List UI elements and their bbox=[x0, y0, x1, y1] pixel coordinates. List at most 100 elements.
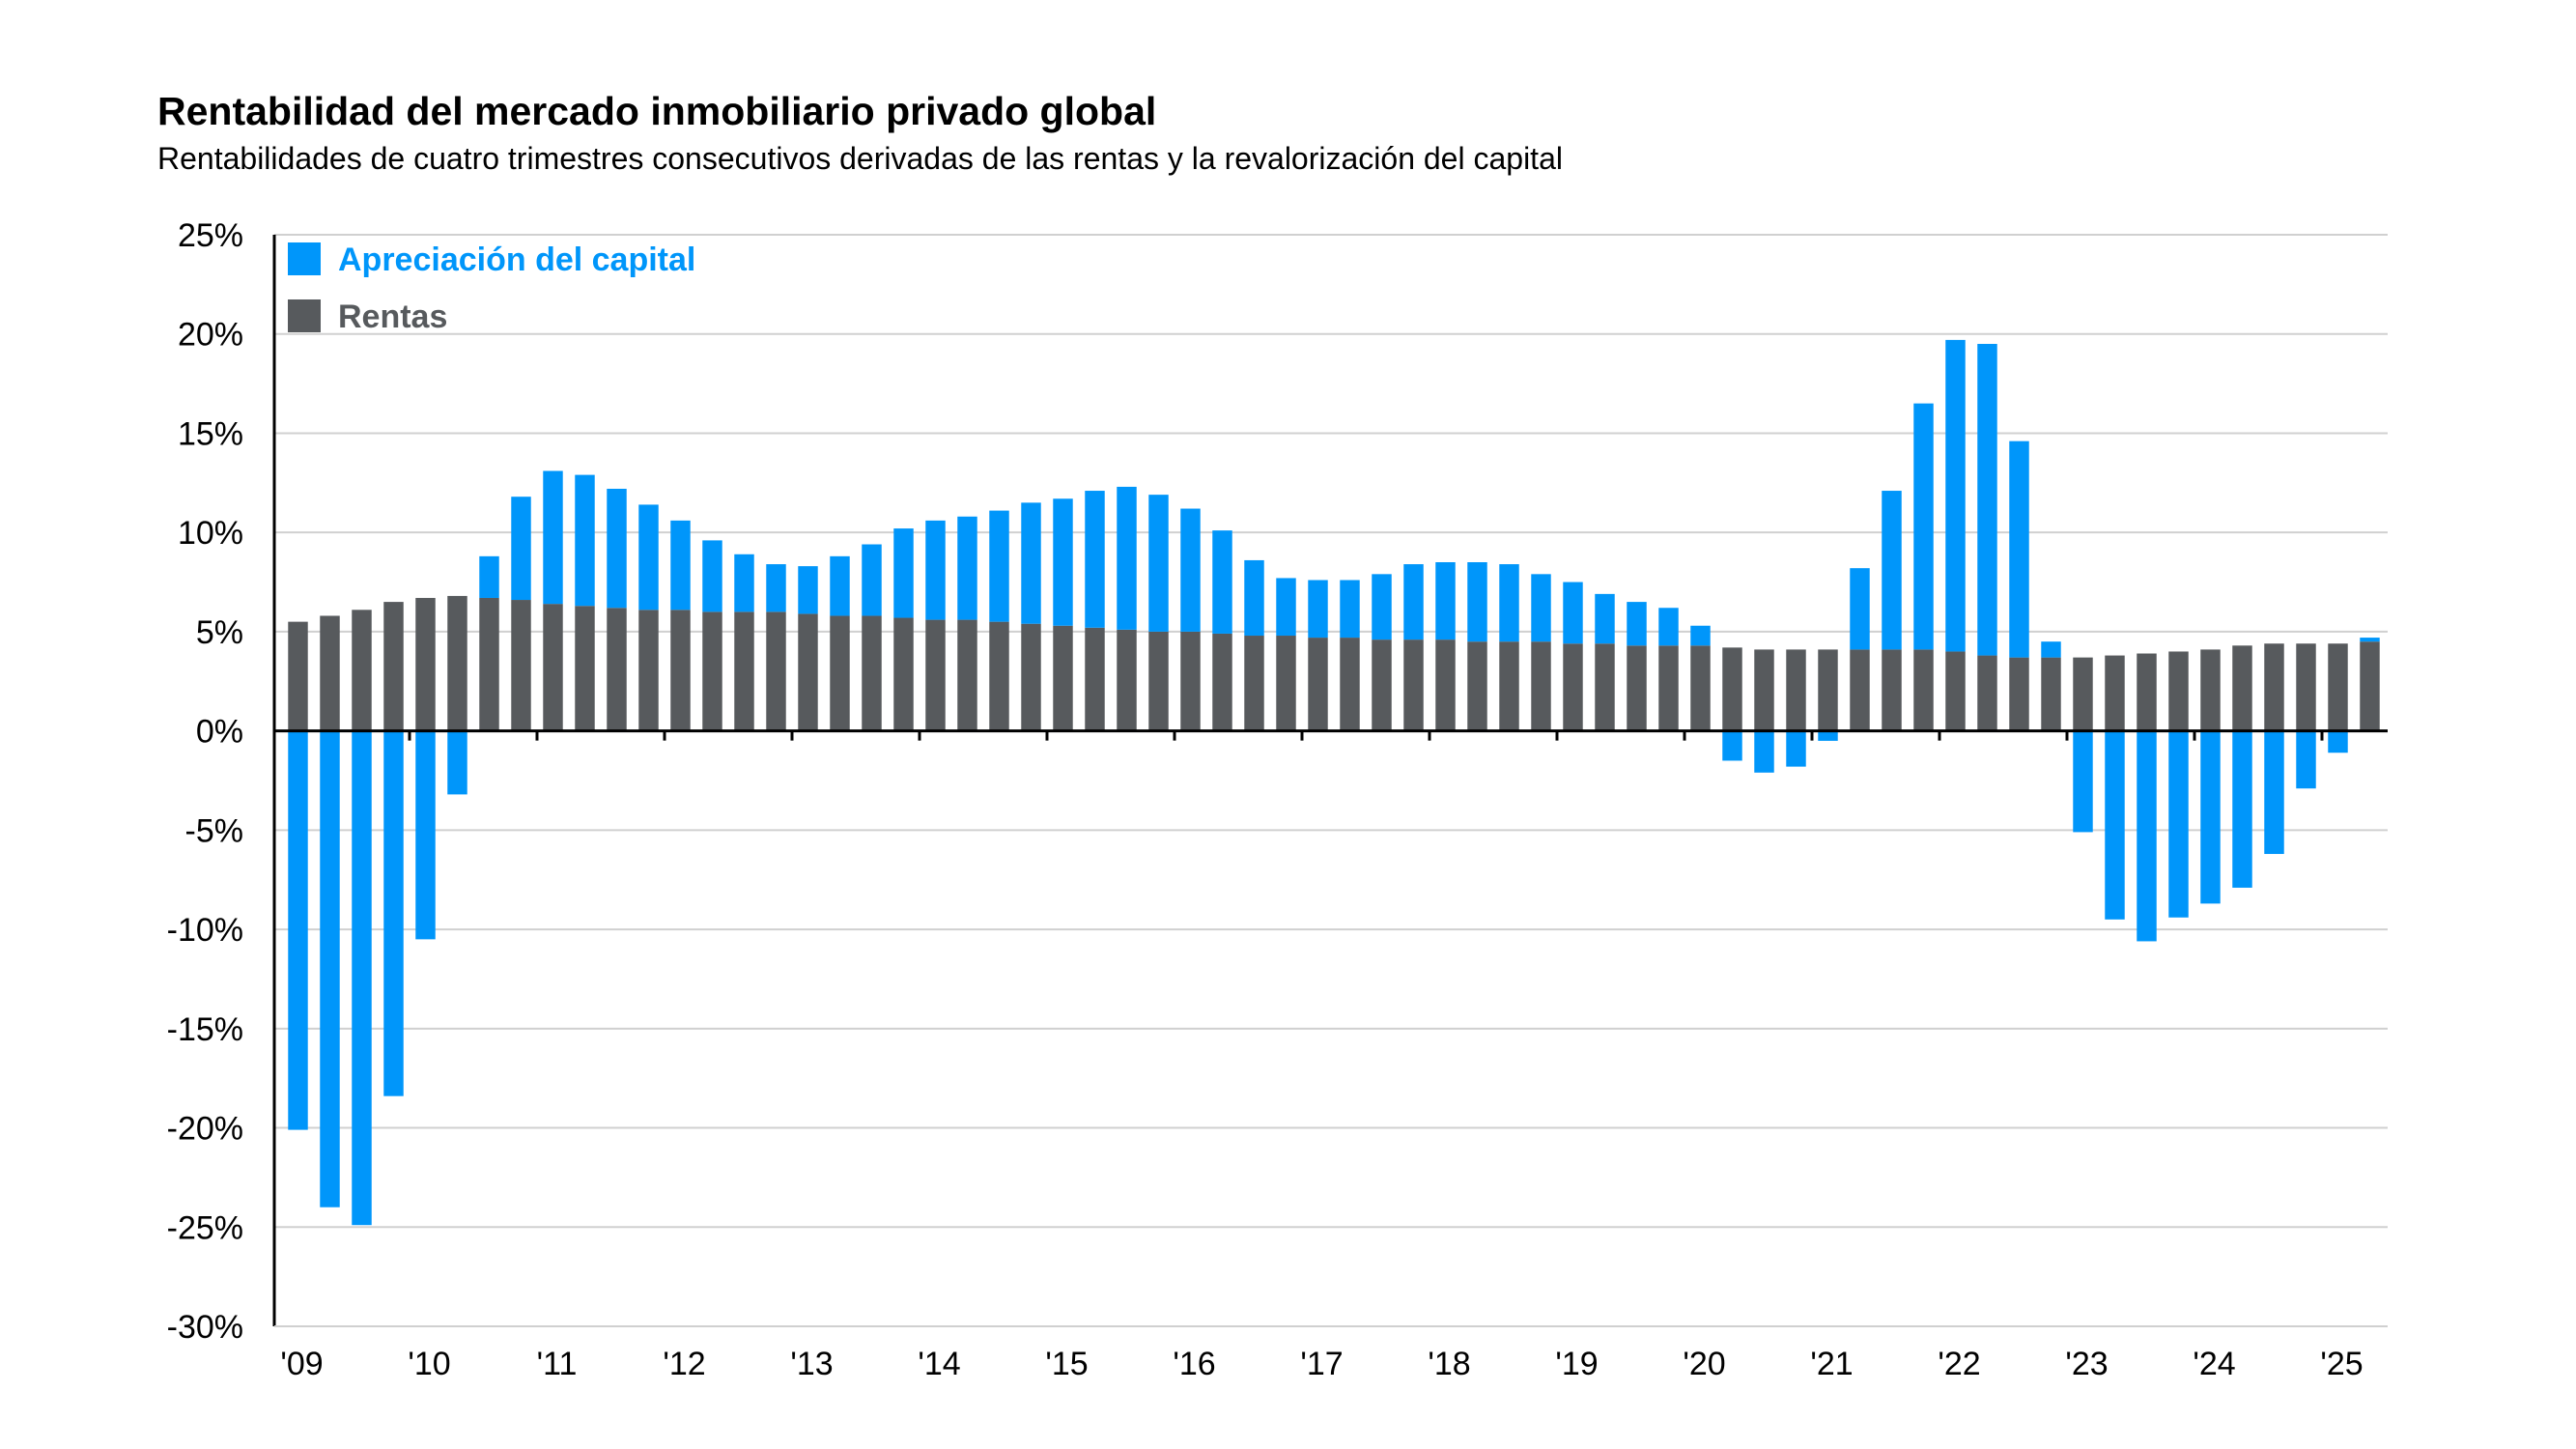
bar-apreciacion bbox=[1563, 582, 1583, 644]
bar-apreciacion bbox=[1913, 403, 1934, 650]
bar-apreciacion bbox=[1977, 344, 1997, 656]
bar-rentas bbox=[1308, 638, 1328, 731]
bar-apreciacion bbox=[702, 540, 722, 612]
y-tick-label: 15% bbox=[178, 415, 243, 452]
bar-rentas bbox=[1818, 649, 1838, 731]
bar-apreciacion bbox=[1085, 491, 1105, 628]
bar-apreciacion bbox=[543, 470, 563, 605]
bar-apreciacion bbox=[1244, 559, 1264, 637]
bar-apreciacion bbox=[2200, 730, 2221, 904]
bar-rentas bbox=[607, 608, 627, 731]
x-tick-label: '10 bbox=[408, 1346, 450, 1382]
bar-rentas bbox=[1499, 641, 1519, 731]
x-tick-label: '25 bbox=[2320, 1346, 2363, 1382]
x-tick-label: '12 bbox=[663, 1346, 705, 1382]
bar-apreciacion bbox=[1690, 625, 1711, 646]
bar-rentas bbox=[2168, 651, 2189, 731]
bar-rentas bbox=[766, 611, 786, 731]
bar-rentas bbox=[575, 606, 595, 731]
bar-rentas bbox=[352, 610, 372, 731]
y-tick-label: -25% bbox=[167, 1209, 243, 1246]
bar-apreciacion bbox=[352, 730, 372, 1226]
bar-rentas bbox=[1627, 645, 1647, 731]
bar-rentas bbox=[1085, 627, 1105, 731]
bar-rentas bbox=[2073, 657, 2093, 731]
bar-rentas bbox=[288, 621, 308, 731]
bar-apreciacion bbox=[2360, 638, 2380, 642]
bar-apreciacion bbox=[1754, 730, 1774, 773]
bar-rentas bbox=[543, 604, 563, 731]
y-tick-label: 0% bbox=[196, 714, 243, 751]
bar-rentas bbox=[830, 615, 850, 731]
bar-apreciacion bbox=[1372, 574, 1392, 640]
y-tick-label: -15% bbox=[167, 1011, 243, 1048]
x-tick-label: '13 bbox=[790, 1346, 833, 1382]
bar-rentas bbox=[2105, 655, 2125, 731]
bar-apreciacion bbox=[479, 555, 499, 598]
bar-rentas bbox=[670, 610, 691, 731]
legend: Apreciación del capital Rentas bbox=[288, 242, 695, 335]
bar-rentas bbox=[1403, 639, 1424, 731]
bar-rentas bbox=[479, 597, 499, 731]
bar-rentas bbox=[2041, 657, 2061, 731]
bar-apreciacion bbox=[1212, 530, 1232, 634]
x-tick-label: '11 bbox=[537, 1346, 578, 1382]
bar-rentas bbox=[2264, 643, 2284, 731]
bar-apreciacion bbox=[1403, 564, 1424, 640]
bar-rentas bbox=[2232, 645, 2252, 731]
bar-apreciacion bbox=[2009, 440, 2029, 658]
bar-apreciacion bbox=[2105, 730, 2125, 920]
bar-apreciacion bbox=[575, 474, 595, 607]
bar-apreciacion bbox=[1117, 486, 1137, 630]
bar-apreciacion bbox=[2073, 730, 2093, 833]
bar-apreciacion bbox=[1531, 574, 1551, 642]
x-tick-label: '17 bbox=[1300, 1346, 1343, 1382]
bar-apreciacion bbox=[1340, 580, 1360, 639]
bar-apreciacion bbox=[989, 510, 1009, 622]
bar-rentas bbox=[1212, 633, 1232, 731]
gridlines bbox=[274, 234, 2388, 1327]
bar-apreciacion bbox=[2232, 730, 2252, 888]
y-tick-label: -5% bbox=[185, 812, 243, 849]
bar-rentas bbox=[1276, 636, 1296, 731]
bar-rentas bbox=[1945, 651, 1966, 731]
bar-apreciacion bbox=[925, 520, 946, 620]
bar-rentas bbox=[1913, 649, 1934, 731]
y-tick-label: 10% bbox=[178, 515, 243, 552]
bar-apreciacion bbox=[1658, 608, 1679, 646]
bar-rentas bbox=[1754, 649, 1774, 731]
bar-apreciacion bbox=[1882, 491, 1902, 650]
bar-rentas bbox=[2360, 641, 2380, 731]
axes: 25% 20% 15% 10% 5% 0% -5% -10% -15% -20% -25% -30% '… bbox=[167, 217, 2388, 1382]
bar-rentas bbox=[1850, 649, 1870, 731]
bar-apreciacion bbox=[798, 566, 818, 614]
bar-rentas bbox=[862, 615, 882, 731]
bar-rentas bbox=[734, 611, 754, 731]
legend-label-apreciacion: Apreciación del capital bbox=[338, 242, 695, 278]
bar-apreciacion bbox=[893, 528, 914, 618]
bar-rentas bbox=[1435, 639, 1456, 731]
bar-rentas bbox=[1563, 643, 1583, 731]
bar-rentas bbox=[1244, 636, 1264, 731]
y-tick-label: -30% bbox=[167, 1309, 243, 1346]
bar-rentas bbox=[1977, 655, 1997, 731]
x-tick-label: '14 bbox=[918, 1346, 960, 1382]
bar-rentas bbox=[447, 595, 467, 731]
bar-rentas bbox=[1786, 649, 1806, 731]
bar-rentas bbox=[893, 617, 914, 731]
bar-apreciacion bbox=[1818, 730, 1838, 741]
y-tick-label: 20% bbox=[178, 317, 243, 354]
y-tick-label: 5% bbox=[196, 614, 243, 651]
legend-swatch-rentas bbox=[288, 299, 321, 332]
bar-rentas bbox=[1021, 623, 1041, 731]
bar-rentas bbox=[925, 619, 946, 731]
bar-apreciacion bbox=[734, 554, 754, 612]
legend-label-rentas: Rentas bbox=[338, 298, 447, 335]
bar-rentas bbox=[1372, 639, 1392, 731]
bar-rentas bbox=[1658, 645, 1679, 731]
bar-apreciacion bbox=[1053, 498, 1073, 626]
bar-apreciacion bbox=[1850, 568, 1870, 650]
x-tick-label: '22 bbox=[1938, 1346, 1980, 1382]
bar-rentas bbox=[2296, 643, 2316, 731]
bar-rentas bbox=[1595, 643, 1615, 731]
